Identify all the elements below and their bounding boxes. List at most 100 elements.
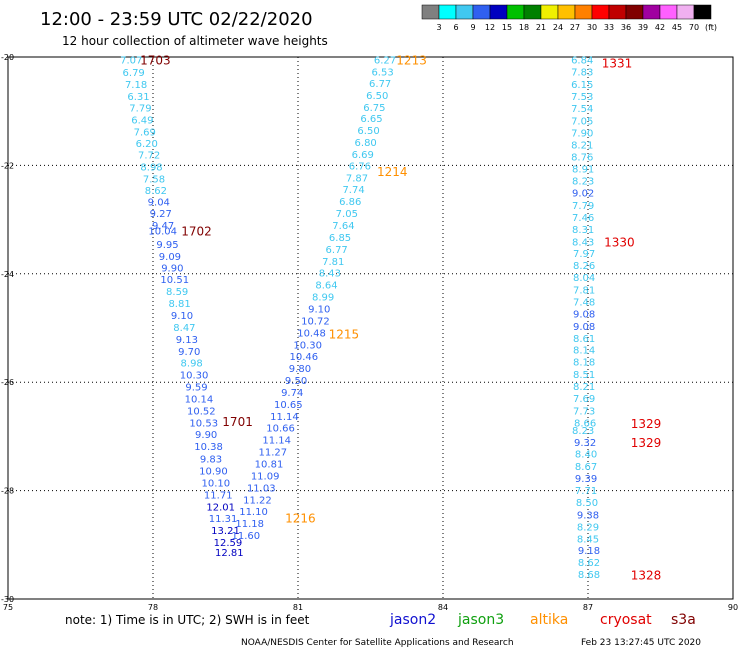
wave-height-value: 6.77 [326,245,348,256]
wave-height-value: 9.38 [577,510,599,521]
y-tick-label: -28 [1,487,14,496]
colorbar-label: 39 [638,23,648,32]
pass-label: 1330 [604,235,635,249]
wave-height-value: 6.53 [371,68,393,79]
colorbar-swatch [574,4,593,20]
wave-height-value: 9.83 [200,455,222,466]
wave-height-value: 6.20 [136,139,158,150]
wave-height-value: 7.18 [125,80,147,91]
wave-height-value: 7.81 [573,286,595,297]
footer-credit: NOAA/NESDIS Center for Satellite Applica… [241,638,514,648]
colorbar-label: 12 [485,23,495,32]
wave-height-value: 12.81 [215,548,244,559]
wave-height-value: 11.14 [262,436,291,447]
wave-height-value: 6.85 [329,233,351,244]
legend-item-altika: altika [530,612,568,628]
wave-height-value: 6.76 [349,161,371,172]
colorbar-swatch [676,4,695,20]
colorbar-swatch [506,4,525,20]
wave-height-value: 8.81 [168,299,190,310]
wave-height-value: 7.83 [571,68,593,79]
wave-height-value: 10.04 [148,226,177,237]
wave-height-value: 9.90 [161,263,183,274]
wave-height-value: 8.29 [577,522,599,533]
colorbar-swatch [591,4,610,20]
pass-labels: 1703 1702 1701 1213 1214 1215 1216 1331 1330 1329… [140,54,661,583]
colorbar-swatch [642,4,661,20]
wave-height-value: 7.05 [336,209,358,220]
wave-height-value: 6.86 [339,197,361,208]
wave-height-value: 6.50 [366,91,388,102]
wave-height-value: 10.53 [189,418,218,429]
wave-height-value: 11.71 [204,490,233,501]
wave-height-value: 8.23 [572,177,594,188]
pass-label: 1216 [285,512,316,526]
colorbar-label: 70 [689,23,699,32]
wave-height-value: 9.80 [289,364,311,375]
wave-height-value: 9.70 [178,347,200,358]
wave-height-value: 7.64 [332,221,354,232]
x-tick-label: 75 [3,603,13,612]
wave-height-value: 10.66 [266,424,295,435]
x-tick-label: 87 [583,603,593,612]
legend-item-cryosat: cryosat [600,612,652,628]
wave-height-value: 6.65 [360,114,382,125]
colorbar-label: 24 [553,23,563,32]
wave-height-value: 9.08 [573,309,595,320]
wave-height-value: 11.60 [231,531,260,542]
wave-height-value: 9.32 [574,438,596,449]
y-tick-label: -30 [1,595,14,604]
pass-label: 1328 [631,569,662,583]
wave-height-value: 9.95 [156,240,178,251]
wave-height-value: 11.03 [247,483,276,494]
colorbar-label: 6 [453,23,458,32]
wave-height-value: 8.61 [573,334,595,345]
wave-height-value: 8.43 [572,237,594,248]
wave-height-value: 7.79 [129,103,151,114]
wave-height-value: 8.91 [572,165,594,176]
wave-height-value: 11.31 [209,514,238,525]
colorbar-label: 36 [621,23,631,32]
wave-height-value: 9.10 [171,311,193,322]
wave-height-value: 9.47 [152,221,174,232]
pass-label: 1331 [602,56,633,70]
colorbar-label: 15 [502,23,512,32]
x-tick-label: 81 [293,603,303,612]
x-tick-label: 78 [148,603,158,612]
chart-title: 12:00 - 23:59 UTC 02/22/2020 [40,9,313,30]
y-tick-label: -24 [1,270,14,279]
wave-height-value: 6.49 [131,115,153,126]
wave-height-value: 12.59 [214,538,243,549]
wave-height-value: 11.22 [243,495,272,506]
wave-height-value: 8.62 [145,186,167,197]
wave-height-value: 7.72 [138,151,160,162]
legend-item-jason3: jason3 [457,612,504,628]
x-tick-label: 84 [438,603,448,612]
wave-height-value: 8.47 [173,323,195,334]
wave-height-value: 7.97 [573,249,595,260]
wave-height-value: 7.90 [571,128,593,139]
wave-height-value: 7.69 [573,394,595,405]
pass-label: 1214 [377,165,408,179]
wave-height-value: 7.73 [573,406,595,417]
wave-height-value: 7.46 [572,213,594,224]
colorbar-swatch [455,4,474,20]
wave-height-value: 11.27 [259,448,288,459]
wave-height-value: 7.54 [571,104,593,115]
wave-height-value: 11.14 [270,412,299,423]
colorbar: 3 6 9 12 15 18 21 24 27 30 33 36 39 42 45 70 (ft) [421,4,717,32]
wave-height-value: 10.51 [160,275,189,286]
wave-height-value: 6.79 [123,68,145,79]
colorbar-label: 3 [436,23,441,32]
wave-height-value: 9.13 [176,335,198,346]
wave-height-value: 8.99 [312,293,334,304]
wave-height-value: 8.21 [571,140,593,151]
axis-ticks: 75 78 81 84 87 90 -20 -22 -24 -26 -28 -30 [1,53,738,612]
wave-height-value: 7.69 [134,127,156,138]
chart-subtitle: 12 hour collection of altimeter wave hei… [62,34,328,48]
wave-height-value: 8.68 [578,570,600,581]
wave-height-value: 8.64 [315,281,337,292]
legend: jason2 jason3 altika cryosat s3a [389,612,696,628]
colorbar-swatch [540,4,559,20]
wave-height-value: 6.27 [374,56,396,67]
